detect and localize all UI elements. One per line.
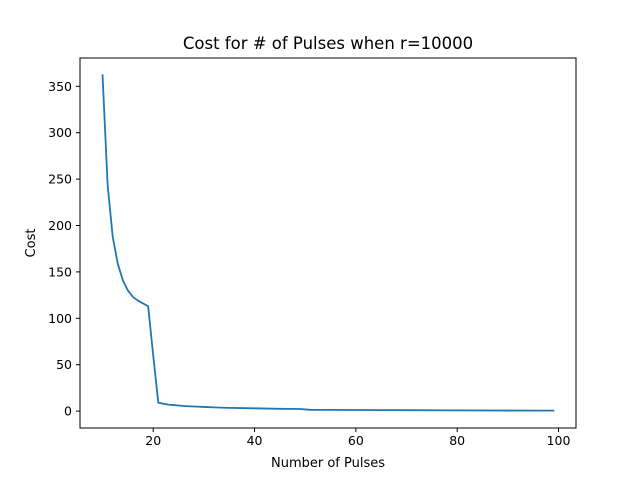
y-axis-ticks: 0 50 100 150 200 250 300 350 (48, 79, 80, 419)
series-layer (101, 74, 555, 412)
y-tick-label: 200 (48, 218, 72, 233)
x-tick-label: 40 (247, 433, 263, 448)
y-tick-label: 100 (48, 311, 72, 326)
y-tick-label: 350 (48, 79, 72, 94)
chart-title: Cost for # of Pulses when r=10000 (183, 34, 473, 53)
x-tick-label: 100 (547, 433, 571, 448)
series-line-cost (101, 74, 555, 412)
plot-frame (79, 57, 577, 429)
plot-area (80, 58, 576, 428)
y-tick-label: 150 (48, 264, 72, 279)
y-tick-label: 250 (48, 172, 72, 187)
x-axis-label: Number of Pulses (271, 456, 385, 471)
x-tick-label: 60 (348, 433, 364, 448)
x-tick-label: 80 (449, 433, 465, 448)
x-tick-label: 20 (145, 433, 161, 448)
y-tick-label: 0 (64, 404, 72, 419)
y-tick-label: 50 (56, 357, 72, 372)
y-axis-label: Cost (24, 229, 39, 258)
x-axis-ticks: 20 40 60 80 100 (145, 428, 570, 448)
y-tick-label: 300 (48, 125, 72, 140)
